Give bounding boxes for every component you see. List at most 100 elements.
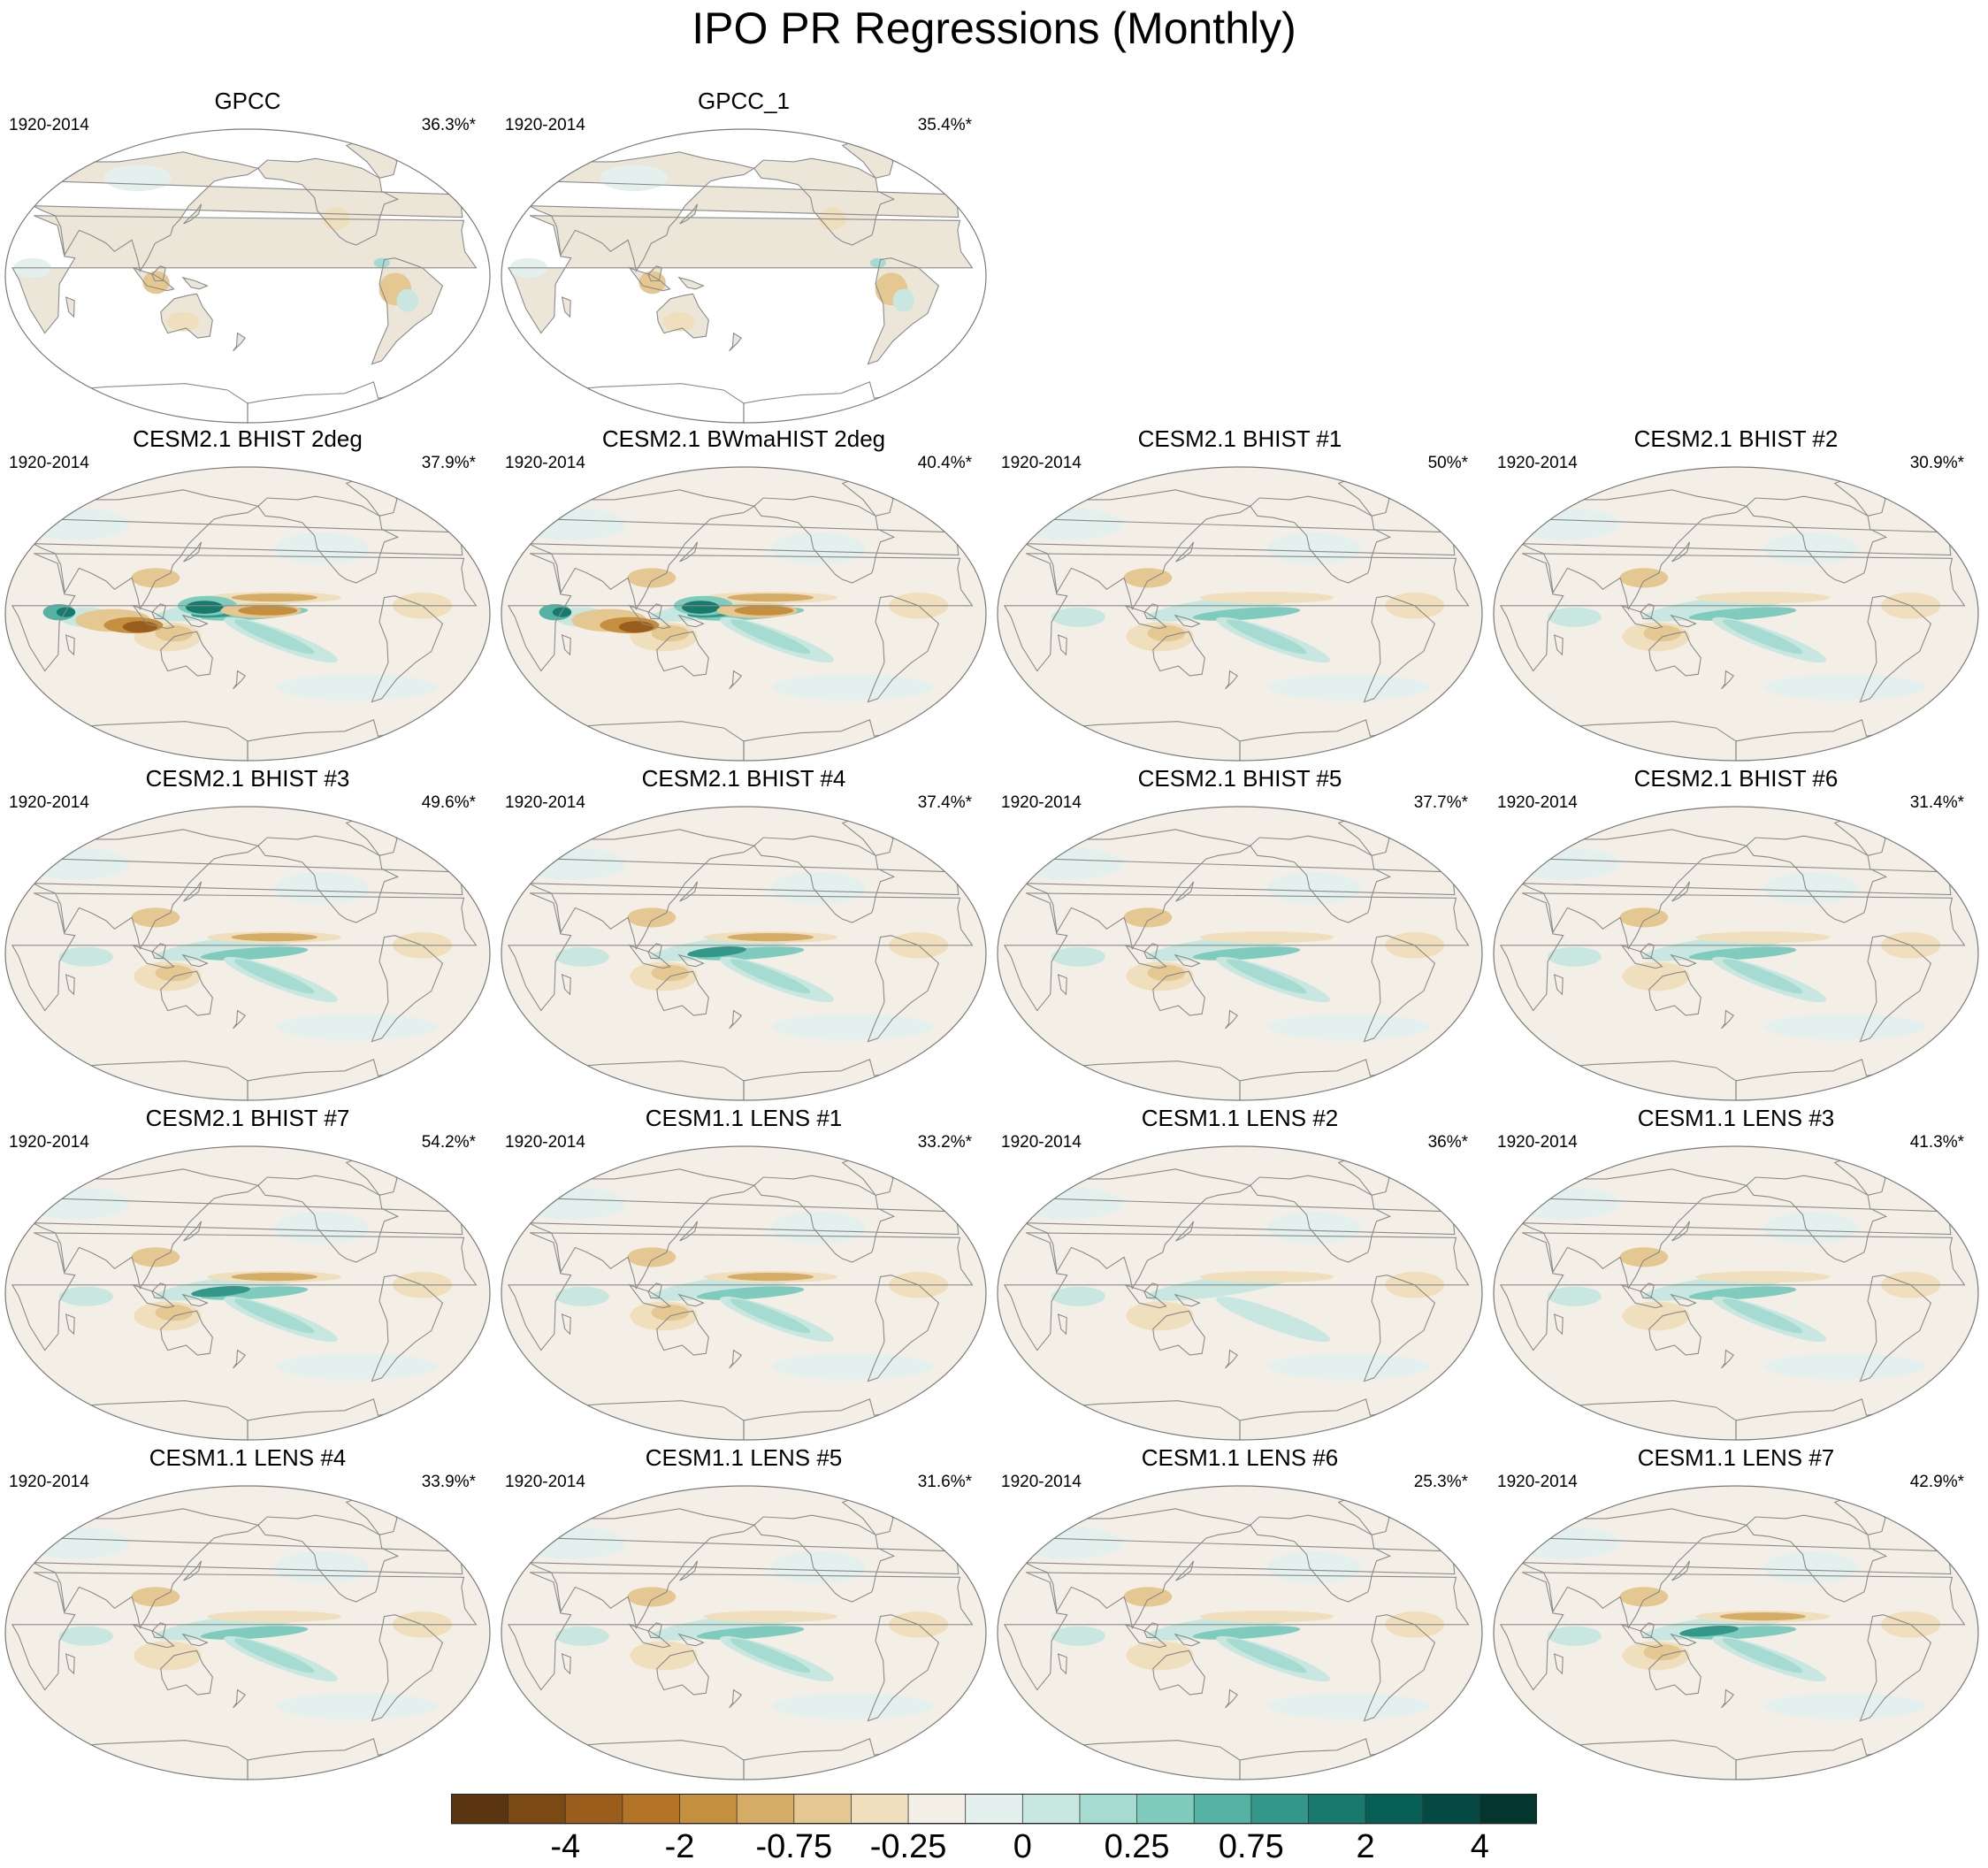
anomaly-contour <box>1268 1353 1430 1380</box>
anomaly-contour <box>1199 592 1334 604</box>
coastline-borneo <box>1143 1282 1158 1299</box>
coastline-north-america <box>1250 1514 1392 1603</box>
anomaly-contour <box>22 508 131 540</box>
coastline-new-zealand <box>233 670 247 690</box>
anomaly-contour <box>1688 1286 1797 1300</box>
coastline-north-america <box>753 835 896 923</box>
panel-variance-percent: 36%* <box>1427 1133 1468 1152</box>
anomaly-contour <box>1619 1247 1669 1267</box>
coastline-eurasia <box>1025 1168 1456 1290</box>
anomaly-contour <box>1267 532 1362 565</box>
anomaly-contour <box>1268 1693 1430 1719</box>
anomaly-contour <box>518 847 627 880</box>
map-panel: CESM2.1 BHIST #3 1920-2014 49.6%* <box>0 764 495 1104</box>
anomaly-contour <box>231 933 317 942</box>
map-outline <box>1493 466 1979 762</box>
coastline-japan <box>1671 1221 1691 1242</box>
anomaly-contour <box>662 311 695 332</box>
anomaly-contour <box>275 1550 370 1584</box>
coastline-new-guinea <box>677 276 705 290</box>
panel-variance-percent: 31.4%* <box>1909 793 1964 812</box>
coastline-indonesia <box>628 944 671 969</box>
anomaly-contour <box>771 532 866 565</box>
coastline-australia <box>160 293 213 339</box>
coastline-japan <box>183 541 203 563</box>
anomaly-contour <box>869 257 886 268</box>
anomaly-contour <box>238 605 298 616</box>
coastline-new-guinea <box>677 953 705 968</box>
anomaly-field <box>1494 467 1978 761</box>
coastline-borneo <box>151 1622 166 1639</box>
coastline-madagascar <box>561 634 571 656</box>
coastline-antarctica-right <box>1239 1059 1419 1100</box>
coastline-australia <box>160 631 213 677</box>
coastline-north-america <box>753 495 896 584</box>
panel-variance-percent: 33.9%* <box>421 1473 476 1491</box>
anomaly-contour <box>555 1286 609 1306</box>
coastline-new-zealand <box>233 1688 247 1709</box>
coastline-new-zealand <box>1225 1349 1239 1369</box>
coastline-new-guinea <box>181 1293 209 1307</box>
map-outline <box>4 1485 491 1780</box>
colorbar-swatch <box>965 1794 1024 1825</box>
coastline-new-guinea <box>1670 1633 1697 1647</box>
coastline-south-america <box>1859 1614 1932 1722</box>
coastline-africa <box>11 215 478 334</box>
anomaly-contour <box>696 1286 805 1300</box>
coastline-eurasia <box>33 489 463 610</box>
coastline-north-america <box>1746 1175 1888 1263</box>
anomaly-contour <box>1695 592 1831 604</box>
anomaly-contour <box>600 165 668 192</box>
coastline-africa <box>507 1232 974 1351</box>
robinson-map <box>1493 1485 1979 1780</box>
coastline-eurasia <box>1521 1508 1952 1629</box>
panel-title: CESM2.1 BHIST #4 <box>641 765 846 792</box>
colorbar-tick-label: -0.75 <box>755 1828 833 1865</box>
coastline-africa <box>507 215 974 334</box>
anomaly-contour <box>276 1693 438 1719</box>
coastline-antarctica-left <box>562 383 745 423</box>
coastline-antarctica-left <box>66 721 248 761</box>
coastline-antarctica-left <box>1555 1060 1737 1100</box>
anomaly-contour <box>552 607 572 617</box>
coastline-new-guinea <box>1670 1293 1697 1307</box>
map-outline <box>4 1145 491 1441</box>
coastline-madagascar <box>561 974 571 996</box>
coastline-antarctica-left <box>66 1400 248 1440</box>
anomaly-field <box>501 1146 986 1440</box>
coastline-south-america <box>867 1275 940 1382</box>
anomaly-field <box>11 140 478 423</box>
colorbar-swatch <box>1422 1794 1481 1825</box>
anomaly-contour <box>1688 1626 1797 1640</box>
map-outline <box>501 806 987 1101</box>
coastline-borneo <box>1143 603 1158 620</box>
coastline-north-america <box>257 495 400 584</box>
coastline-japan <box>183 1221 203 1242</box>
anomaly-contour <box>771 1211 866 1244</box>
panel-variance-percent: 37.7%* <box>1413 793 1468 812</box>
anomaly-contour <box>1695 931 1831 944</box>
coastline-antarctica-left <box>66 383 248 423</box>
anomaly-contour <box>696 946 805 961</box>
coastline-new-zealand <box>1721 1009 1735 1030</box>
anomaly-contour <box>22 1527 131 1559</box>
coastline-australia <box>656 970 709 1016</box>
coastline-antarctica-right <box>247 381 427 423</box>
colorbar-tick-label: 0.75 <box>1218 1828 1284 1865</box>
panel-title: CESM2.1 BHIST #5 <box>1137 765 1342 792</box>
anomaly-field <box>998 1486 1482 1780</box>
coastline-madagascar <box>1057 634 1067 656</box>
coastline-antarctica-left <box>66 1060 248 1100</box>
anomaly-contour <box>231 593 317 602</box>
robinson-map <box>4 806 491 1101</box>
coastline-australia <box>1648 631 1701 677</box>
panel-period: 1920-2014 <box>9 793 89 812</box>
robinson-map <box>1493 1145 1979 1441</box>
panel-title: CESM2.1 BHIST #7 <box>145 1105 350 1131</box>
coastline-borneo <box>647 265 662 282</box>
coastline-borneo <box>647 943 662 960</box>
anomaly-contour <box>56 607 76 617</box>
coastline-north-america <box>1250 495 1392 584</box>
anomaly-contour <box>1548 1626 1602 1646</box>
coastline-japan <box>679 203 699 225</box>
